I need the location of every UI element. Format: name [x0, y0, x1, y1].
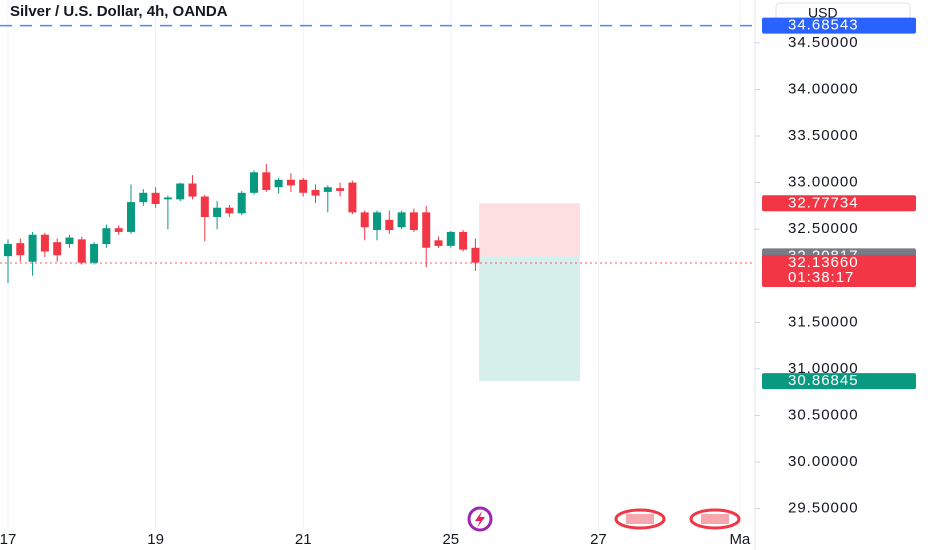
- candle-body: [262, 172, 271, 191]
- candle-body: [409, 212, 418, 231]
- candle-body: [446, 231, 455, 246]
- candle-body: [126, 202, 135, 232]
- price-label: 32.13660: [788, 254, 859, 271]
- candle-body: [139, 192, 148, 203]
- candle-body: [225, 207, 234, 214]
- x-tick-label: 17: [0, 531, 16, 548]
- price-label: 34.68543: [788, 17, 859, 34]
- candle-body: [348, 182, 357, 213]
- chart-title: Silver / U.S. Dollar, 4h, OANDA: [10, 3, 228, 20]
- candle-body: [299, 179, 308, 193]
- candle-body: [397, 212, 406, 228]
- y-tick-label: 34.50000: [788, 34, 859, 51]
- y-tick-label: 32.50000: [788, 220, 859, 237]
- event-icons: [467, 506, 741, 532]
- y-tick-label: 33.50000: [788, 127, 859, 144]
- price-label-box: [762, 195, 916, 212]
- candle-body: [16, 243, 25, 256]
- event-flag: [701, 514, 729, 524]
- candle-body: [213, 207, 222, 218]
- candle-body: [237, 192, 246, 214]
- candle-body: [188, 183, 197, 197]
- candle-body: [286, 179, 295, 186]
- y-tick-label: 31.00000: [788, 360, 859, 377]
- target-zone: [479, 256, 580, 382]
- candle-body: [53, 242, 62, 256]
- candle-body: [163, 197, 172, 200]
- candle-body: [459, 231, 468, 250]
- candle-body: [360, 212, 369, 228]
- event-flag: [626, 514, 654, 524]
- price-label-box: [762, 373, 916, 390]
- x-tick-label: 21: [295, 531, 312, 548]
- candle-body: [28, 234, 37, 262]
- candle-body: [176, 183, 185, 200]
- x-tick-label: 27: [590, 531, 607, 548]
- currency: USD: [808, 5, 838, 21]
- price-label: 32.77734: [788, 194, 859, 211]
- candle-body: [323, 187, 332, 192]
- candle-body: [274, 179, 283, 188]
- x-tick-label: 19: [147, 531, 164, 548]
- candle-body: [385, 219, 394, 231]
- x-tick-label: Ma: [729, 531, 750, 548]
- y-tick-label: 30.00000: [788, 453, 859, 470]
- candle-body: [114, 228, 123, 232]
- candle-body: [336, 188, 345, 191]
- candle-body: [90, 244, 99, 263]
- candle-body: [3, 244, 12, 257]
- candle-body: [151, 192, 160, 204]
- candle-body: [65, 237, 74, 245]
- price-label-box: [762, 254, 916, 287]
- candle-body: [311, 190, 320, 196]
- candle-body: [434, 240, 443, 246]
- x-tick-label: 25: [442, 531, 459, 548]
- candle-body: [471, 247, 480, 263]
- countdown: 01:38:17: [788, 269, 854, 286]
- candle-body: [102, 228, 111, 245]
- y-tick-label: 29.50000: [788, 500, 859, 517]
- stop-zone: [479, 203, 580, 257]
- price-label: 30.86845: [788, 372, 859, 389]
- candle-body: [200, 196, 209, 218]
- plot-area: [0, 0, 755, 530]
- event-bolt: [475, 511, 485, 528]
- y-tick-label: 30.50000: [788, 406, 859, 423]
- candle-body: [40, 234, 49, 252]
- price-label-box: [762, 17, 916, 34]
- y-tick-label: 31.50000: [788, 313, 859, 330]
- candle-body: [373, 212, 382, 231]
- candle-body: [422, 212, 431, 248]
- candle-body: [250, 172, 259, 193]
- candle-body: [77, 239, 86, 263]
- y-tick-label: 33.00000: [788, 174, 859, 191]
- y-tick-label: 34.00000: [788, 80, 859, 97]
